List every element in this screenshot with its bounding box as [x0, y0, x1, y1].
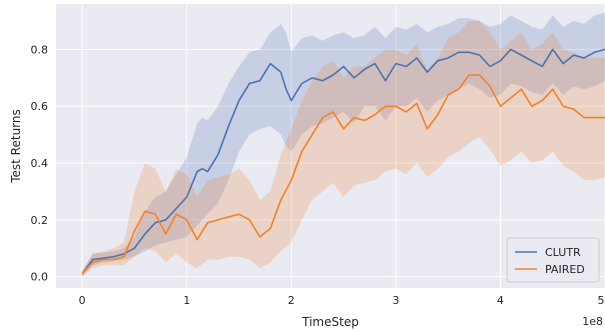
- grid-lines: [56, 4, 605, 288]
- paired-line: [81, 74, 605, 275]
- legend-label-paired: PAIRED: [545, 263, 585, 276]
- paired-confidence-band: [82, 21, 605, 277]
- x-tick-label: 4: [497, 294, 504, 307]
- x-axis-label: TimeStep: [301, 315, 359, 329]
- y-axis-label: Test Returns: [9, 109, 23, 184]
- y-tick-label: 0.0: [31, 271, 49, 284]
- y-tick-label: 0.2: [31, 214, 49, 227]
- legend: CLUTR PAIRED: [506, 237, 600, 283]
- legend-box: [506, 237, 600, 283]
- x-tick-label: 1: [183, 294, 190, 307]
- x-tick-labels: 0 1 2 3 4 5: [79, 294, 605, 307]
- y-tick-label: 0.6: [31, 100, 49, 113]
- y-tick-label: 0.8: [31, 43, 49, 56]
- x-tick-label: 2: [288, 294, 295, 307]
- series-lines: [81, 48, 605, 275]
- x-axis-offset-label: 1e8: [582, 315, 603, 328]
- clutr-confidence-band: [82, 12, 605, 277]
- x-tick-label: 3: [392, 294, 399, 307]
- x-tick-label: 0: [79, 294, 86, 307]
- y-tick-labels: 0.0 0.2 0.4 0.6 0.8: [31, 43, 49, 283]
- y-tick-label: 0.4: [31, 157, 49, 170]
- legend-label-clutr: CLUTR: [545, 246, 581, 259]
- clutr-line: [81, 48, 605, 275]
- x-tick-label: 5: [598, 294, 605, 307]
- confidence-bands: [82, 12, 605, 277]
